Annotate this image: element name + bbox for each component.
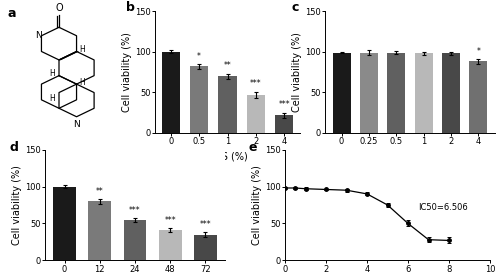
Y-axis label: Cell viability (%): Cell viability (%)	[122, 32, 132, 112]
Bar	[332, 53, 350, 133]
Text: e: e	[248, 141, 256, 154]
Text: d: d	[9, 141, 18, 154]
Bar	[442, 53, 460, 133]
Bar	[190, 66, 208, 133]
Text: ***: ***	[278, 100, 290, 109]
Text: N: N	[73, 120, 80, 129]
Text: H: H	[79, 78, 85, 88]
Y-axis label: Cell viability (%): Cell viability (%)	[292, 32, 302, 112]
Bar	[388, 53, 405, 133]
Bar	[275, 115, 293, 133]
Text: *: *	[197, 52, 201, 61]
Text: H: H	[49, 94, 55, 102]
Text: *: *	[476, 47, 480, 56]
Bar	[53, 186, 76, 260]
Text: ***: ***	[164, 216, 176, 225]
Text: a: a	[8, 7, 16, 20]
Text: c: c	[291, 1, 298, 14]
Bar	[159, 230, 182, 260]
X-axis label: DSS (%): DSS (%)	[208, 152, 248, 162]
Bar	[360, 53, 378, 133]
Text: **: **	[224, 61, 232, 70]
Bar	[162, 52, 180, 133]
Y-axis label: Cell viability (%): Cell viability (%)	[12, 165, 22, 245]
Text: **: **	[96, 187, 104, 196]
Bar	[246, 95, 265, 133]
Text: H: H	[79, 45, 85, 54]
Text: O: O	[55, 3, 63, 13]
Bar	[415, 53, 432, 133]
Text: ***: ***	[250, 79, 262, 88]
Text: IC50=6.506: IC50=6.506	[418, 203, 468, 212]
Text: ***: ***	[200, 220, 211, 229]
Text: N: N	[34, 31, 42, 40]
Text: ***: ***	[129, 206, 141, 215]
Bar	[218, 76, 236, 133]
Bar	[124, 220, 146, 260]
Bar	[88, 201, 111, 260]
Text: b: b	[126, 1, 135, 14]
Text: H: H	[49, 69, 55, 78]
Bar	[470, 61, 488, 133]
Y-axis label: Cell viability (%): Cell viability (%)	[252, 165, 262, 245]
X-axis label: Matrine (mg/ml): Matrine (mg/ml)	[370, 152, 450, 162]
Bar	[194, 235, 217, 260]
